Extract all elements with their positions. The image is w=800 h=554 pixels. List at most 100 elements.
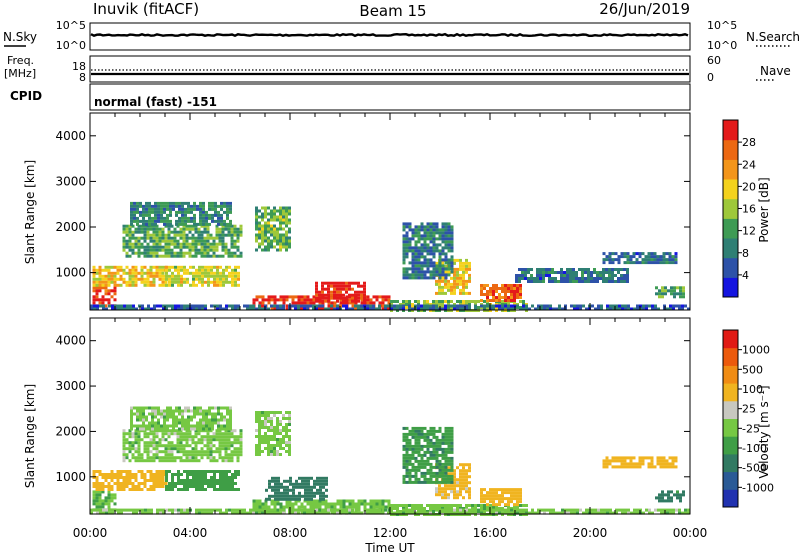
range-gate-cell: [158, 254, 162, 258]
range-gate-cell: [186, 280, 189, 284]
range-gate-cell: [177, 508, 180, 512]
data-region: [655, 286, 685, 299]
range-gate-cell: [213, 265, 216, 269]
range-gate-cell: [191, 242, 195, 246]
range-gate-cell: [441, 285, 444, 289]
range-gate-cell: [273, 212, 276, 216]
range-gate-cell: [441, 490, 444, 494]
range-gate-cell: [524, 277, 527, 280]
range-gate-cell: [161, 429, 165, 433]
range-gate-cell: [130, 210, 133, 214]
range-gate-cell: [255, 239, 258, 243]
range-gate-cell: [435, 453, 439, 457]
range-gate-cell: [626, 255, 630, 259]
range-gate-cell: [137, 447, 141, 451]
range-gate-cell: [408, 225, 412, 229]
range-gate-cell: [137, 435, 141, 439]
range-gate-cell: [279, 295, 283, 299]
range-gate-cell: [333, 290, 336, 294]
range-gate-cell: [516, 284, 519, 287]
range-gate-cell: [581, 271, 584, 274]
range-gate-cell: [140, 236, 144, 240]
range-gate-cell: [450, 450, 454, 454]
range-gate-cell: [600, 304, 603, 308]
range-gate-cell: [130, 415, 133, 419]
range-gate-cell: [444, 243, 448, 247]
range-gate-cell: [629, 261, 633, 265]
range-gate-cell: [351, 499, 355, 503]
range-gate-cell: [510, 507, 513, 510]
range-gate-cell: [423, 480, 427, 484]
range-gate-cell: [107, 488, 111, 491]
range-gate-cell: [504, 293, 507, 296]
range-gate-cell: [154, 415, 157, 419]
range-gate-cell: [197, 432, 201, 436]
range-gate-cell: [146, 251, 150, 255]
range-gate-cell: [176, 456, 180, 460]
range-gate-cell: [682, 289, 685, 293]
range-gate-cell: [522, 511, 525, 515]
range-gate-cell: [223, 219, 226, 223]
range-gate-cell: [252, 298, 256, 302]
range-gate-cell: [133, 412, 136, 416]
range-gate-cell: [166, 406, 169, 410]
range-gate-cell: [519, 491, 522, 495]
range-gate-cell: [198, 508, 201, 512]
range-gate-cell: [276, 426, 279, 429]
range-gate-cell: [432, 273, 436, 277]
range-gate-cell: [426, 429, 430, 433]
range-gate-cell: [152, 485, 156, 488]
nsky-label: N.Sky: [3, 30, 37, 44]
range-gate-cell: [629, 258, 633, 262]
range-gate-cell: [107, 485, 111, 488]
range-gate-cell: [304, 488, 307, 492]
range-gate-cell: [453, 508, 456, 512]
range-gate-cell: [145, 424, 148, 428]
range-gate-cell: [163, 427, 166, 431]
range-gate-cell: [139, 424, 142, 428]
range-gate-cell: [193, 427, 196, 431]
range-gate-cell: [527, 277, 530, 280]
range-gate-cell: [101, 502, 105, 506]
range-gate-cell: [285, 435, 288, 438]
range-gate-cell: [184, 421, 187, 425]
range-gate-cell: [128, 473, 132, 476]
range-gate-cell: [372, 295, 376, 299]
range-gate-cell: [521, 271, 524, 274]
range-gate-cell: [384, 508, 387, 512]
range-gate-cell: [156, 508, 159, 512]
range-gate-cell: [137, 271, 141, 275]
range-gate-cell: [239, 429, 243, 433]
range-gate-cell: [119, 470, 123, 473]
range-gate-cell: [172, 427, 175, 431]
range-gate-cell: [378, 511, 381, 515]
range-gate-cell: [252, 307, 255, 311]
range-gate-cell: [157, 424, 160, 428]
range-gate-cell: [483, 287, 486, 290]
range-gate-cell: [142, 204, 145, 208]
range-gate-cell: [468, 481, 471, 485]
range-gate-cell: [438, 276, 442, 280]
range-gate-cell: [495, 296, 498, 299]
range-gate-cell: [258, 447, 261, 450]
range-gate-cell: [450, 264, 454, 268]
range-gate-cell: [177, 277, 180, 281]
range-gate-cell: [468, 267, 471, 271]
range-gate-cell: [126, 304, 129, 308]
range-gate-cell: [185, 239, 189, 243]
range-gate-cell: [185, 453, 189, 457]
range-gate-cell: [289, 494, 292, 498]
range-gate-cell: [264, 209, 267, 213]
range-gate-cell: [225, 274, 228, 278]
range-gate-cell: [426, 438, 430, 442]
range-gate-cell: [618, 508, 621, 512]
range-gate-cell: [483, 497, 486, 501]
range-gate-cell: [411, 246, 415, 250]
range-gate-cell: [468, 493, 471, 497]
range-gate-cell: [203, 438, 207, 442]
range-gate-cell: [381, 505, 385, 509]
range-gate-cell: [516, 304, 519, 308]
range-gate-cell: [447, 447, 451, 451]
range-gate-cell: [632, 462, 636, 466]
range-gate-cell: [285, 295, 289, 299]
